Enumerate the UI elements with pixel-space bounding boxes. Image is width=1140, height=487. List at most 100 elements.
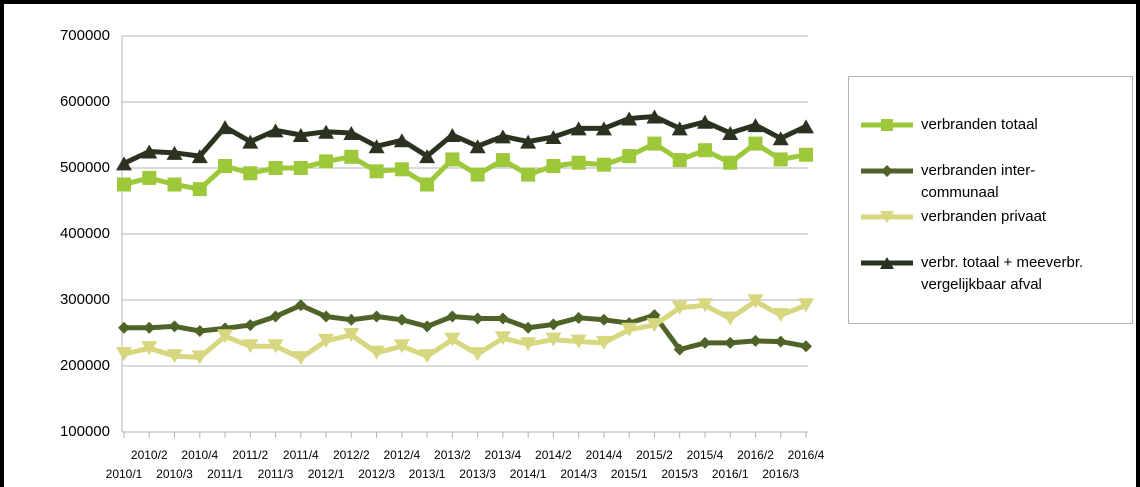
- marker: [369, 164, 384, 179]
- legend-label: verbranden totaal: [921, 116, 1038, 133]
- marker: [722, 311, 739, 326]
- x-tick-label: 2010/1: [106, 467, 143, 481]
- marker: [368, 139, 385, 154]
- marker: [521, 167, 536, 182]
- marker: [292, 351, 309, 366]
- x-tick-label: 2011/4: [283, 448, 319, 462]
- marker: [141, 341, 158, 356]
- marker: [722, 126, 739, 141]
- x-tick-label: 2014/2: [535, 448, 572, 462]
- marker: [671, 300, 688, 315]
- marker: [571, 155, 586, 170]
- series-line: [123, 298, 807, 361]
- marker: [546, 159, 561, 174]
- marker: [772, 131, 789, 146]
- marker: [646, 318, 663, 333]
- x-tick-label: 2013/1: [409, 467, 446, 481]
- legend-entry: verbr. totaal + meeverbr. vergelijkbaar …: [859, 252, 1111, 296]
- marker: [798, 119, 814, 134]
- marker: [370, 310, 383, 323]
- x-tick-label: 2015/4: [687, 448, 724, 462]
- marker: [724, 336, 737, 349]
- x-tick-label: 2012/1: [308, 467, 345, 481]
- marker: [393, 339, 410, 354]
- marker: [494, 331, 511, 346]
- marker: [267, 339, 284, 354]
- marker: [116, 156, 132, 171]
- x-tick-label: 2011/2: [232, 448, 268, 462]
- marker: [673, 343, 686, 356]
- y-tick-label: 400000: [60, 225, 110, 242]
- y-tick-label: 500000: [60, 159, 110, 176]
- x-tick-label: 2015/2: [636, 448, 673, 462]
- legend-entry: verbranden totaal: [859, 114, 1111, 136]
- marker: [723, 155, 738, 170]
- marker: [142, 170, 157, 185]
- marker: [143, 321, 156, 334]
- marker: [800, 340, 812, 353]
- marker: [345, 313, 358, 326]
- marker: [244, 319, 257, 332]
- legend-swatch: [861, 165, 913, 177]
- marker: [572, 311, 585, 324]
- marker: [192, 182, 207, 197]
- marker: [269, 310, 282, 323]
- marker: [118, 321, 130, 334]
- series-line: [123, 141, 807, 192]
- marker: [393, 133, 410, 148]
- x-tick-label: 2011/3: [258, 467, 294, 481]
- legend-label: verbr. totaal + meeverbr. vergelijkbaar …: [921, 254, 1084, 293]
- marker: [168, 320, 181, 333]
- marker: [444, 332, 461, 347]
- x-tick-label: 2015/1: [611, 467, 648, 481]
- marker: [394, 162, 409, 177]
- marker: [318, 333, 335, 348]
- series-line: [122, 114, 808, 166]
- legend-entry: verbranden inter-communaal: [859, 160, 1111, 204]
- x-tick-label: 2011/1: [207, 467, 243, 481]
- marker: [749, 334, 762, 347]
- legend-marker: [881, 119, 893, 131]
- x-tick-label: 2015/3: [661, 467, 698, 481]
- x-tick-label: 2016/3: [762, 467, 799, 481]
- marker: [318, 124, 335, 139]
- marker: [368, 345, 385, 360]
- x-tick-label: 2016/1: [712, 467, 749, 481]
- marker: [292, 128, 309, 142]
- marker: [469, 347, 486, 362]
- marker: [395, 313, 408, 326]
- marker: [217, 329, 234, 344]
- x-tick-label: 2014/3: [560, 467, 597, 481]
- marker: [419, 349, 436, 364]
- marker: [293, 161, 308, 175]
- marker: [697, 143, 712, 158]
- marker: [698, 336, 711, 349]
- marker: [494, 129, 511, 144]
- legend-swatch: [861, 119, 913, 131]
- marker: [267, 123, 284, 138]
- marker: [471, 312, 484, 325]
- marker: [621, 111, 638, 126]
- marker: [696, 298, 713, 313]
- marker: [570, 121, 587, 136]
- marker: [595, 121, 612, 136]
- marker: [748, 136, 763, 151]
- x-tick-label: 2013/2: [434, 448, 471, 462]
- marker: [772, 308, 789, 323]
- marker: [545, 332, 562, 347]
- marker: [469, 139, 486, 154]
- marker: [242, 134, 259, 149]
- marker: [268, 161, 283, 175]
- marker: [320, 310, 333, 323]
- y-tick-label: 300000: [60, 291, 110, 308]
- marker: [747, 118, 764, 133]
- marker: [496, 312, 509, 325]
- marker: [419, 149, 436, 164]
- legend-swatch: [861, 257, 913, 269]
- marker: [344, 149, 359, 164]
- marker: [774, 335, 787, 348]
- legend-swatch: [861, 211, 913, 223]
- marker: [596, 157, 611, 172]
- x-tick-label: 2012/2: [333, 448, 370, 462]
